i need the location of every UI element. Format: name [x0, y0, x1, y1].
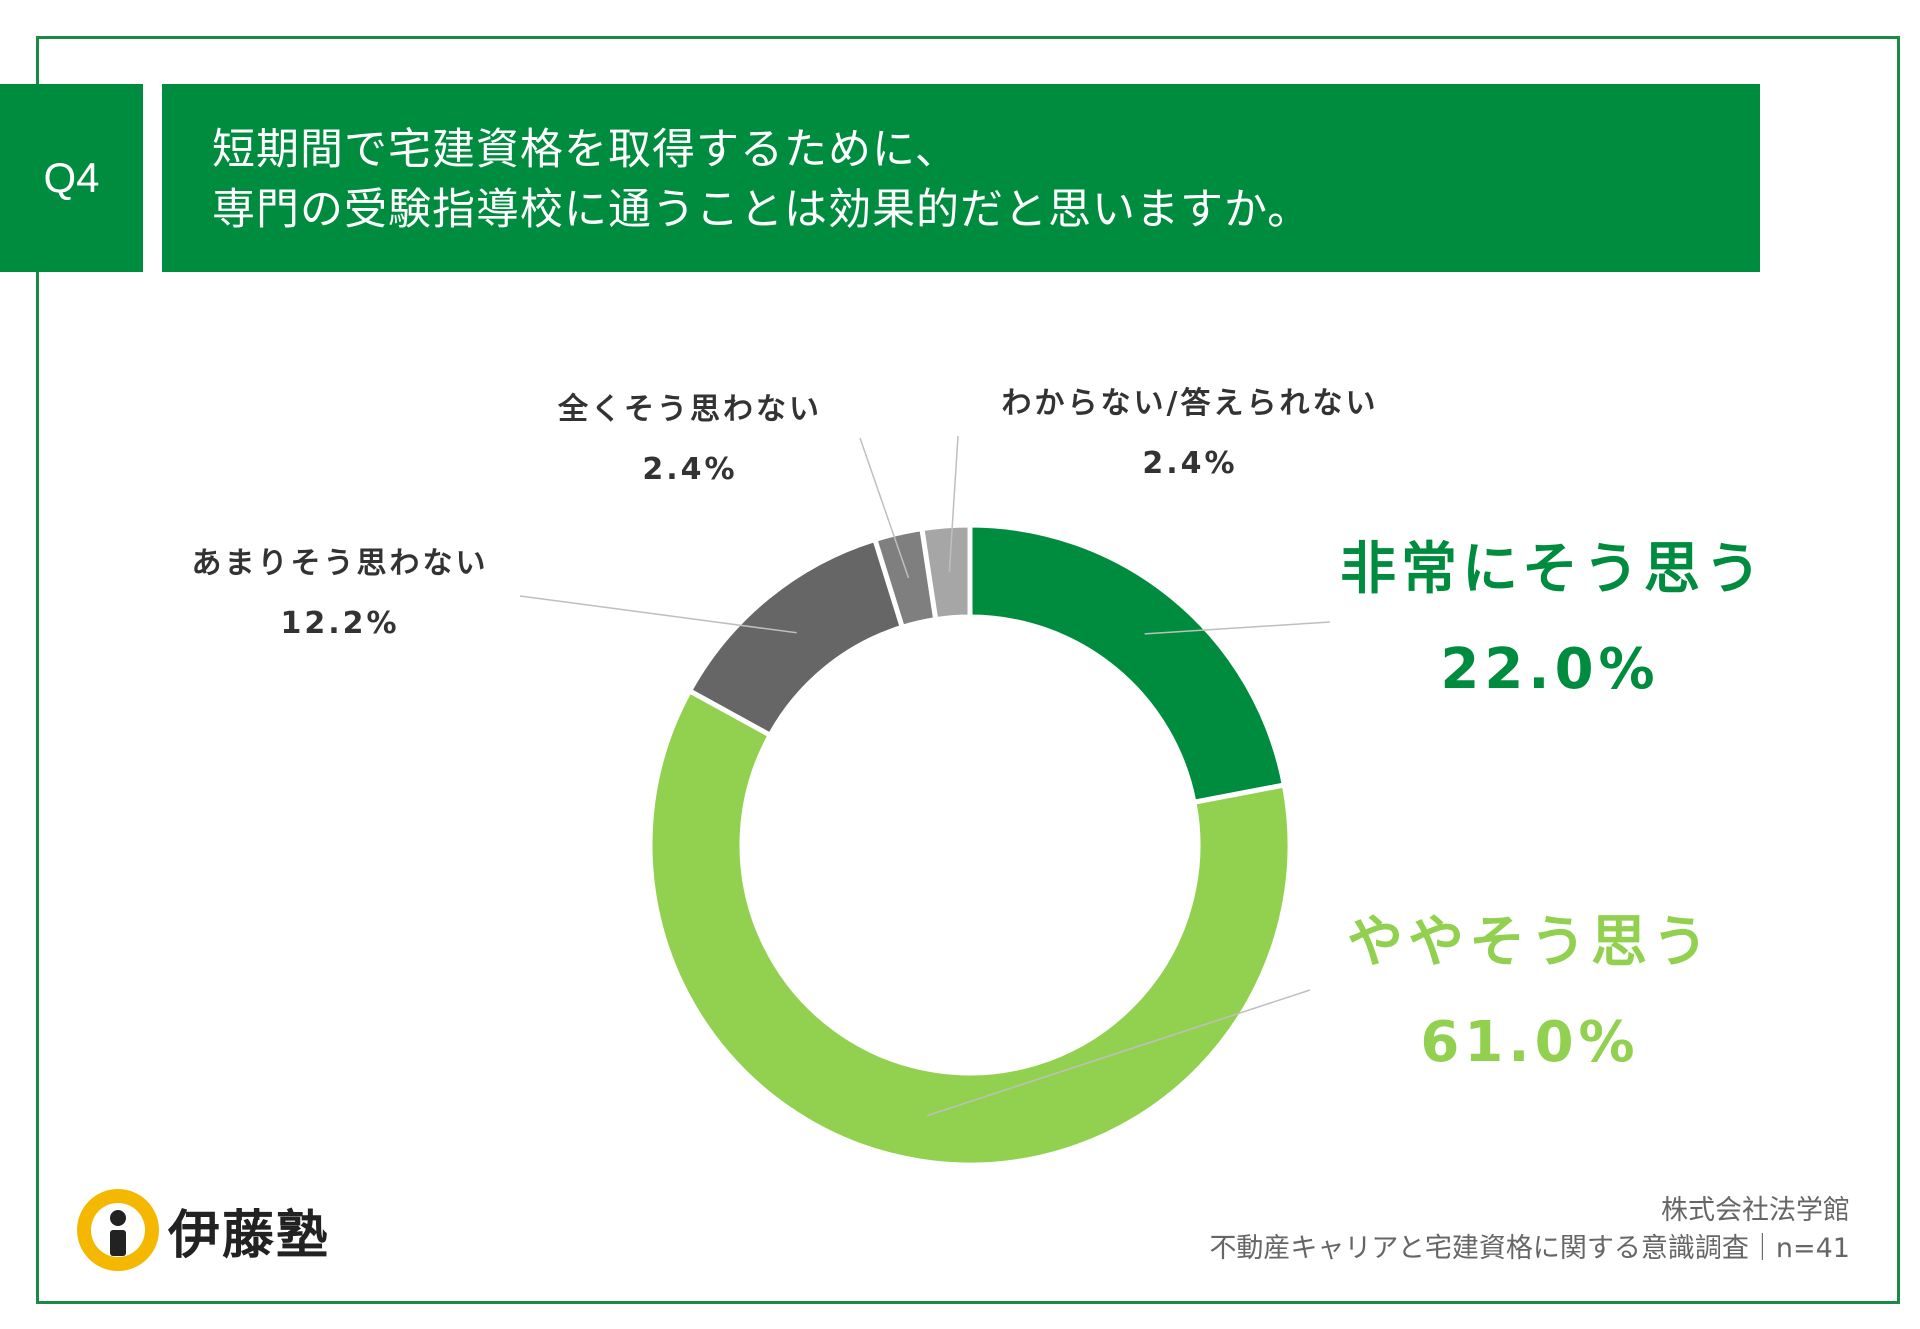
leader-line-dont-know: [948, 435, 959, 572]
company-logo: 伊藤塾: [76, 1188, 330, 1272]
question-title-line-2: 専門の受験指導校に通うことは効果的だと思いますか。: [212, 185, 1312, 235]
slice-category-somewhat: ややそう思う: [1347, 910, 1713, 975]
donut-slices: [647, 522, 1293, 1168]
slice-category-not-much: あまりそう思わない: [191, 546, 489, 581]
leader-lines: [519, 435, 1331, 1117]
leader-line-not-much: [519, 595, 797, 634]
footer-survey: 不動産キャリアと宅建資格に関する意識調査｜n=41: [1209, 1233, 1850, 1264]
footer-source: 株式会社法学館 不動産キャリアと宅建資格に関する意識調査｜n=41: [1209, 1192, 1850, 1268]
slice-category-not-at-all: 全くそう思わない: [558, 392, 822, 427]
slice-value-very-much: 22.0%: [1440, 637, 1660, 702]
question-title-line-1: 短期間で宅建資格を取得するために、: [212, 125, 959, 175]
question-number: Q4: [43, 154, 100, 201]
slice-label-dont-know: わからない/答えられない 2.4%: [960, 374, 1420, 494]
slice-category-very-much: 非常にそう思う: [1340, 537, 1766, 602]
chart-frame: [36, 36, 1900, 1304]
slice-value-somewhat: 61.0%: [1420, 1010, 1640, 1075]
leader-line-somewhat: [926, 989, 1311, 1117]
slice-category-dont-know: わからない/答えられない: [1001, 386, 1379, 421]
slice-label-somewhat: ややそう思う 61.0%: [1330, 893, 1730, 1093]
slice-label-very-much: 非常にそう思う 22.0%: [1340, 520, 1766, 720]
slice-value-not-at-all: 2.4%: [642, 452, 738, 487]
logo-text: 伊藤塾: [168, 1205, 331, 1266]
donut-slice-dont-know: [919, 522, 973, 623]
leader-line-very-much: [1144, 621, 1331, 635]
question-title: 短期間で宅建資格を取得するために、 専門の受験指導校に通うことは効果的だと思いま…: [162, 84, 1760, 272]
slice-value-not-much: 12.2%: [280, 606, 400, 641]
donut-slice-not-much: [686, 536, 906, 739]
footer-company: 株式会社法学館: [1661, 1195, 1850, 1226]
slice-value-dont-know: 2.4%: [1142, 446, 1238, 481]
leader-line-not-at-all: [859, 437, 910, 579]
question-number-badge: Q4: [0, 84, 143, 272]
donut-slice-somewhat: [647, 687, 1293, 1168]
donut-slice-very-much: [967, 522, 1288, 806]
slice-label-not-at-all: 全くそう思わない 2.4%: [520, 380, 860, 500]
logo-mark-icon: [77, 1189, 159, 1271]
slice-label-not-much: あまりそう思わない 12.2%: [160, 534, 520, 654]
